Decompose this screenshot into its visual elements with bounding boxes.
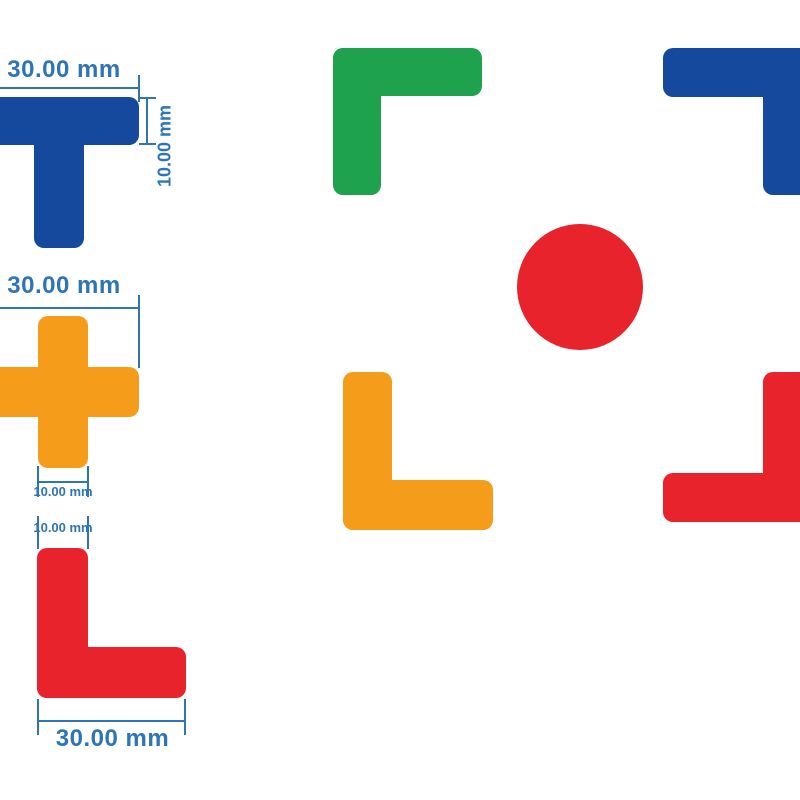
orange-l-horizontal-leg — [343, 480, 493, 530]
l-shape-thickness-witness-right — [87, 516, 89, 549]
l-shape-horizontal-leg — [37, 647, 186, 698]
l-shape-width-dim-line — [37, 720, 186, 722]
cross-shape-thickness-label: 10.00 mm — [33, 484, 93, 499]
red-corner-horizontal-arm — [663, 473, 800, 522]
t-shape-width-dim-line — [0, 87, 140, 89]
cross-shape-width-dim-line — [0, 307, 140, 309]
l-shape-width-witness-left — [37, 699, 39, 735]
navy-corner-vertical-leg — [763, 48, 800, 195]
cross-shape-thickness-dim-line — [37, 481, 89, 483]
t-shape-width-dim-tick — [138, 75, 140, 102]
t-shape-thickness-dim-line — [146, 97, 148, 145]
t-shape-stem — [34, 100, 84, 248]
l-shape-thickness-label: 10.00 mm — [33, 520, 93, 535]
l-shape-width-witness-right — [184, 699, 186, 735]
t-shape-width-label: 30.00 mm — [7, 56, 121, 83]
red-circle-dot — [517, 224, 643, 350]
l-shape-thickness-witness-left — [37, 516, 39, 549]
cross-shape-horizontal-arm — [0, 367, 139, 417]
green-corner-horizontal-arm — [333, 48, 482, 96]
cross-shape-width-label: 30.00 mm — [7, 272, 121, 299]
t-shape-thickness-label: 10.00 mm — [154, 104, 175, 188]
l-shape-width-label: 30.00 mm — [55, 725, 170, 752]
cross-shape-width-dim-tick — [138, 295, 140, 368]
